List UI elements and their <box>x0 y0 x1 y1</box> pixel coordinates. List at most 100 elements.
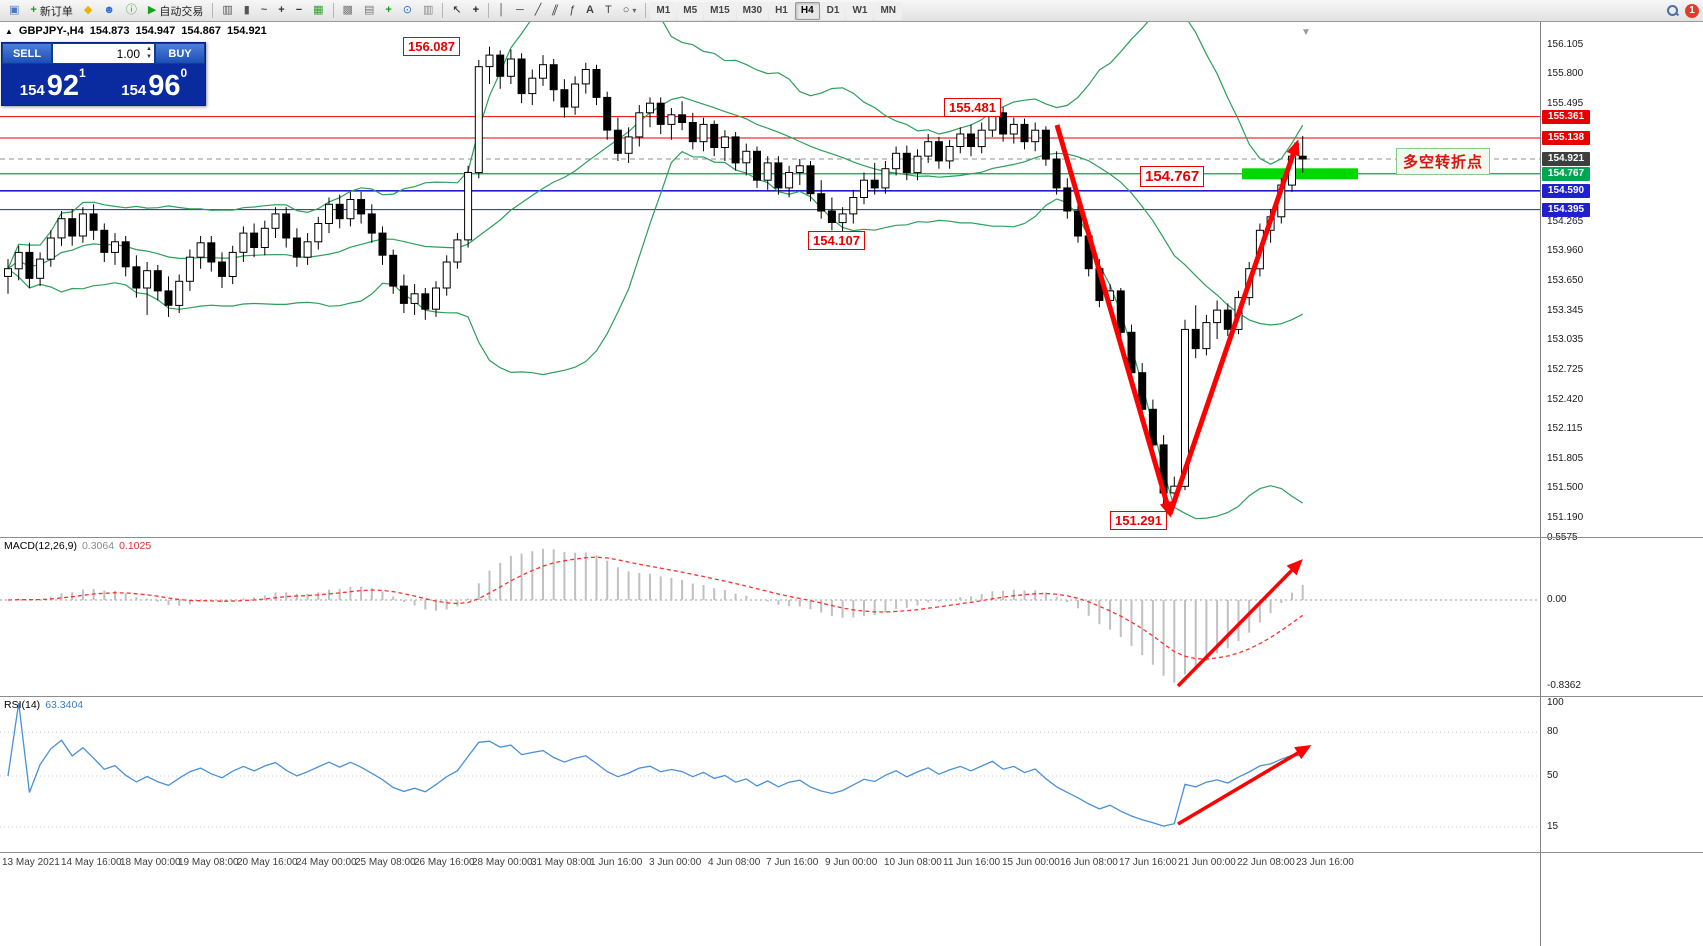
lot-input[interactable] <box>53 44 154 63</box>
buy-price[interactable]: 154 96 0 <box>121 66 188 102</box>
stepper-down-icon[interactable]: ▼ <box>146 54 152 60</box>
timeframe-m30[interactable]: M30 <box>736 1 769 20</box>
toolbar-separator <box>332 3 334 18</box>
price-tick: 151.805 <box>1547 453 1584 464</box>
mql-icon[interactable]: ◆ <box>83 4 93 16</box>
pivot-highlight-rect <box>1242 168 1358 180</box>
rsi-scale-tick: 100 <box>1547 697 1564 708</box>
ohlc-low: 154.867 <box>181 25 222 37</box>
new-order-button[interactable]: + 新订单 <box>25 1 77 20</box>
plus-icon: + <box>30 4 37 16</box>
time-label: 26 May 16:00 <box>414 857 475 868</box>
zoom-out-icon[interactable]: − <box>295 4 303 16</box>
price-callout[interactable]: 154.107 <box>808 231 865 250</box>
notification-badge[interactable]: 1 <box>1685 3 1699 18</box>
time-label: 20 May 16:00 <box>237 857 298 868</box>
macd-signal-line <box>7 556 1304 660</box>
chart-window-icon[interactable]: ▣ <box>9 4 20 16</box>
bar-chart-icon[interactable]: ▥ <box>222 4 233 16</box>
price-callout[interactable]: 154.767 <box>1140 166 1205 187</box>
community-icon[interactable]: ☻ <box>103 4 115 16</box>
macd-signal-value: 0.1025 <box>119 540 152 552</box>
rsi-pane[interactable] <box>0 697 1540 852</box>
price-level-badge: 155.361 <box>1542 110 1590 124</box>
timeframe-h4[interactable]: H4 <box>794 1 820 20</box>
timeframe-m15[interactable]: M15 <box>704 1 736 20</box>
price-level-badge: 154.767 <box>1542 167 1590 181</box>
time-label: 1 Jun 16:00 <box>590 857 643 868</box>
candlestick-icon[interactable]: ▮ <box>243 4 250 16</box>
pane-separator[interactable] <box>0 696 1703 697</box>
channel-icon[interactable]: ∥ <box>550 4 561 16</box>
turning-point-label[interactable]: 多空转折点 <box>1396 148 1491 175</box>
price-tick: 153.345 <box>1547 305 1584 316</box>
label-icon[interactable]: T <box>604 4 612 16</box>
price-tick: 152.115 <box>1547 423 1583 434</box>
zoom-in-icon[interactable]: + <box>278 4 285 16</box>
ohlc-high: 154.947 <box>135 25 176 37</box>
fibonacci-icon[interactable]: ƒ <box>568 4 575 16</box>
time-label: 18 May 00:00 <box>120 857 181 868</box>
sell-button[interactable]: SELL <box>2 43 52 64</box>
cascade-windows-icon[interactable]: ▩ <box>342 4 353 16</box>
price-tick: 151.500 <box>1547 482 1584 493</box>
price-level-badge: 155.138 <box>1542 131 1590 145</box>
price-callout[interactable]: 151.291 <box>1110 511 1167 530</box>
cycles-icon[interactable]: ⊙ <box>402 4 413 16</box>
chart-shift-icon[interactable]: ▼ <box>1301 27 1311 38</box>
timeframe-h1[interactable]: H1 <box>769 1 794 20</box>
macd-pane[interactable] <box>0 538 1540 696</box>
bollinger-lower <box>7 150 1304 520</box>
indicator-window-icon[interactable]: ▥ <box>423 4 434 16</box>
price-callout[interactable]: 156.087 <box>403 37 460 56</box>
time-label: 4 Jun 08:00 <box>708 857 761 868</box>
lot-stepper[interactable]: ▲ ▼ <box>146 45 152 61</box>
rsi-scale-tick: 15 <box>1547 821 1559 832</box>
vertical-line-icon[interactable]: │ <box>498 4 505 16</box>
price-tick: 152.725 <box>1547 364 1584 375</box>
shapes-icon[interactable]: ○ ▾ <box>622 4 637 16</box>
candles-layer <box>4 46 1307 509</box>
macd-name: MACD(12,26,9) <box>4 540 77 552</box>
autotrade-button[interactable]: ▶ 自动交易 <box>143 1 208 20</box>
time-label: 19 May 08:00 <box>178 857 239 868</box>
pane-separator[interactable] <box>0 537 1703 538</box>
crosshair-icon[interactable]: + <box>472 4 480 16</box>
cursor-icon[interactable]: ↖ <box>452 4 462 16</box>
macd-scale-tick: -0.8362 <box>1547 680 1581 691</box>
price-tick: 153.035 <box>1547 334 1584 345</box>
price-callout[interactable]: 155.481 <box>944 98 1001 117</box>
main-chart-pane[interactable] <box>0 22 1540 537</box>
sell-price[interactable]: 154 92 1 <box>19 66 86 102</box>
rsi-scale-tick: 80 <box>1547 726 1559 737</box>
timeframe-m1[interactable]: M1 <box>650 1 677 20</box>
macd-main-value: 0.3064 <box>81 540 115 552</box>
tile-windows-icon[interactable]: ▦ <box>313 4 324 16</box>
timeframe-w1[interactable]: W1 <box>846 1 874 20</box>
trend-arrows <box>1054 124 1300 518</box>
timeframe-d1[interactable]: D1 <box>820 1 846 20</box>
text-icon[interactable]: A <box>586 4 594 16</box>
news-icon[interactable]: ⓘ <box>125 4 137 16</box>
timeframe-m5[interactable]: M5 <box>677 1 704 20</box>
symbol-name: GBPJPY-,H4 <box>18 25 84 37</box>
timeframe-mn[interactable]: MN <box>874 1 903 20</box>
buy-button[interactable]: BUY <box>155 43 205 64</box>
price-tick: 152.420 <box>1547 394 1584 405</box>
time-label: 3 Jun 00:00 <box>649 857 702 868</box>
time-scale[interactable]: 13 May 2021 14 May 16:00 18 May 00:00 19 Ma… <box>0 853 1540 873</box>
time-label: 22 Jun 08:00 <box>1237 857 1295 868</box>
price-tick: 155.495 <box>1547 98 1584 109</box>
search-icon[interactable] <box>1661 1 1684 20</box>
pane-separator[interactable] <box>0 852 1703 853</box>
price-level-badge: 154.590 <box>1542 184 1590 198</box>
line-chart-icon[interactable]: ~ <box>260 4 268 16</box>
horizontal-line-icon[interactable]: ─ <box>515 4 524 16</box>
time-label: 28 May 00:00 <box>472 857 533 868</box>
trendline-icon[interactable]: ╱ <box>534 4 542 16</box>
price-tick: 155.800 <box>1547 68 1584 79</box>
stepper-up-icon[interactable]: ▲ <box>146 46 152 52</box>
templates-icon[interactable]: ▤ <box>363 4 375 16</box>
new-chart-icon[interactable]: + <box>385 4 392 16</box>
price-scale[interactable]: 156.105 155.800 155.495 154.265 153.960 153.6… <box>1540 22 1703 946</box>
